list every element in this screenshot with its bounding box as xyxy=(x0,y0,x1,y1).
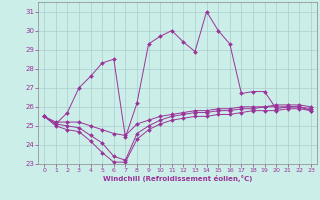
X-axis label: Windchill (Refroidissement éolien,°C): Windchill (Refroidissement éolien,°C) xyxy=(103,175,252,182)
